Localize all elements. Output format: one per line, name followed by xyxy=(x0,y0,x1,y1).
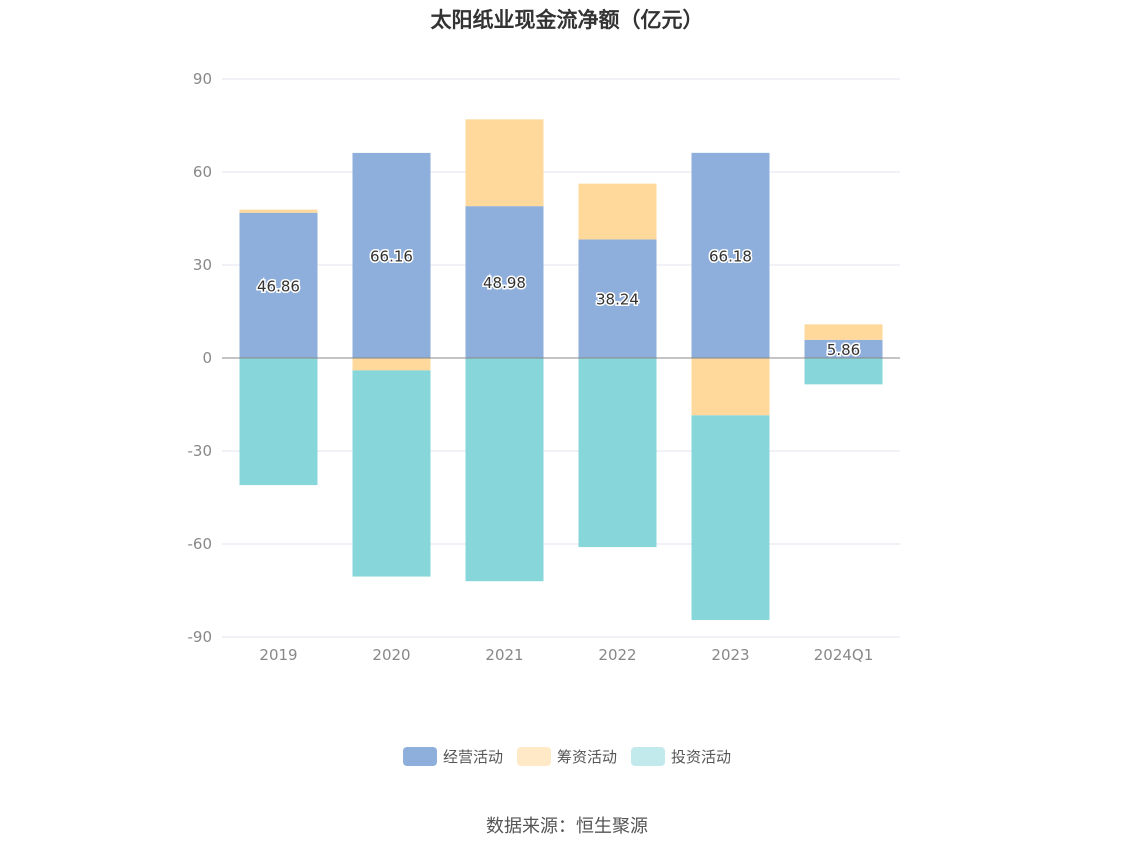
bar-financing-2023[interactable] xyxy=(691,358,770,416)
y-tick-label: -90 xyxy=(188,628,213,646)
y-tick-label: -30 xyxy=(188,442,213,460)
bar-investing-2019[interactable] xyxy=(239,358,318,486)
x-tick-label-2024q1: 2024Q1 xyxy=(814,646,874,664)
y-tick-label: -60 xyxy=(188,535,213,553)
y-tick-label: 90 xyxy=(193,70,212,88)
legend-label-investing: 投资活动 xyxy=(671,748,732,766)
bar-financing-2020[interactable] xyxy=(352,358,431,371)
bar-operating-2024q1[interactable] xyxy=(804,339,883,358)
bar-investing-2024q1[interactable] xyxy=(804,358,883,385)
bar-investing-2020[interactable] xyxy=(352,370,431,577)
data-label-operating-2020: 66.16 xyxy=(370,247,413,265)
x-tick-label-2023: 2023 xyxy=(711,646,749,664)
x-tick-label-2021: 2021 xyxy=(485,646,523,664)
legend-swatch-operating xyxy=(402,747,437,766)
bar-investing-2022[interactable] xyxy=(578,358,657,548)
data-label-operating-2023: 66.18 xyxy=(709,247,752,265)
bar-operating-2022[interactable] xyxy=(578,239,657,358)
chart-title: 太阳纸业现金流净额（亿元） xyxy=(430,8,704,32)
bar-financing-2022[interactable] xyxy=(578,183,657,240)
y-tick-label: 30 xyxy=(193,256,212,274)
legend-label-financing: 筹资活动 xyxy=(556,748,617,766)
data-label-operating-2024q1: 5.86 xyxy=(827,341,860,359)
legend-swatch-financing xyxy=(516,747,551,766)
x-tick-label-2020: 2020 xyxy=(372,646,410,664)
legend-item-investing[interactable]: 投资活动 xyxy=(631,746,731,767)
bar-operating-2019[interactable] xyxy=(239,212,318,358)
x-tick-label-2019: 2019 xyxy=(259,646,297,664)
y-tick-label: 0 xyxy=(202,349,212,367)
bar-investing-2023[interactable] xyxy=(691,415,770,620)
bar-financing-2021[interactable] xyxy=(465,119,544,207)
legend-item-financing[interactable]: 筹资活动 xyxy=(516,746,617,767)
data-label-operating-2021: 48.98 xyxy=(483,274,526,292)
bar-financing-2019[interactable] xyxy=(239,209,318,213)
legend-item-operating[interactable]: 经营活动 xyxy=(402,746,503,767)
source-text: 数据来源：恒生聚源 xyxy=(486,816,648,837)
bar-financing-2024q1[interactable] xyxy=(804,324,883,340)
bar-operating-2023[interactable] xyxy=(691,152,770,358)
data-label-operating-2022: 38.24 xyxy=(596,291,639,309)
bar-operating-2021[interactable] xyxy=(465,206,544,358)
bar-investing-2021[interactable] xyxy=(465,358,544,582)
legend: 经营活动 筹资活动 投资活动 xyxy=(0,746,1134,767)
data-label-operating-2019: 46.86 xyxy=(257,277,300,295)
y-tick-label: 60 xyxy=(193,163,212,181)
x-tick-label-2022: 2022 xyxy=(598,646,636,664)
legend-swatch-investing xyxy=(631,747,665,766)
legend-label-operating: 经营活动 xyxy=(442,748,503,766)
bar-operating-2020[interactable] xyxy=(352,152,431,358)
